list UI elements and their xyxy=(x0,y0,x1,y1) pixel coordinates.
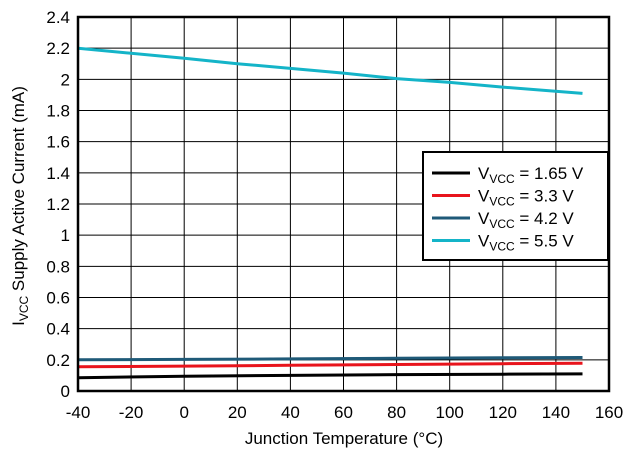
y-tick-labels: 0 0.2 0.4 0.6 0.8 1 1.2 1.4 1.6 1.8 2 2.2 2.4 xyxy=(46,8,70,401)
y-tick-label: 0.8 xyxy=(46,257,70,276)
legend-label-sub: VCC xyxy=(489,217,515,231)
y-tick-label: 1.4 xyxy=(46,164,70,183)
y-axis-title-main: I xyxy=(9,321,28,326)
x-tick-label: 120 xyxy=(489,403,517,422)
legend-label-rest: = 4.2 V xyxy=(515,209,575,228)
y-axis-title-rest: Supply Active Current (mA) xyxy=(9,86,28,296)
legend-entry-1: VVCC = 1.65 V xyxy=(478,164,584,186)
y-tick-label: 0.6 xyxy=(46,289,70,308)
x-tick-label: 100 xyxy=(436,403,464,422)
legend-label-main: V xyxy=(478,209,490,228)
legend-label-main: V xyxy=(478,164,490,183)
series-lines xyxy=(77,46,583,380)
series-line-2 xyxy=(77,361,583,369)
y-axis-title-sub: VCC xyxy=(17,296,31,322)
series-line-1 xyxy=(77,372,583,380)
legend-label-rest: = 3.3 V xyxy=(515,187,575,206)
x-tick-label: -40 xyxy=(66,403,91,422)
x-tick-label: 20 xyxy=(228,403,247,422)
y-tick-label: 0.2 xyxy=(46,351,70,370)
x-axis-title: Junction Temperature (°C) xyxy=(245,429,443,448)
y-axis-title: IVCC Supply Active Current (mA) xyxy=(9,86,31,326)
y-tick-label: 2.4 xyxy=(46,8,70,27)
y-tick-label: 0.4 xyxy=(46,320,70,339)
legend-entry-2: VVCC = 3.3 V xyxy=(478,187,574,209)
legend-label-sub: VCC xyxy=(489,172,515,186)
y-tick-label: 1.2 xyxy=(46,195,70,214)
y-tick-label: 1.6 xyxy=(46,133,70,152)
y-tick-label: 2.2 xyxy=(46,39,70,58)
y-tick-label: 1 xyxy=(61,226,70,245)
y-tick-label: 2 xyxy=(61,70,70,89)
y-tick-label: 1.8 xyxy=(46,102,70,121)
legend-label-rest: = 5.5 V xyxy=(515,232,575,251)
x-tick-label: 80 xyxy=(387,403,406,422)
legend-label-main: V xyxy=(478,232,490,251)
x-tick-labels: -40 -20 0 20 40 60 80 100 120 140 160 xyxy=(66,403,623,422)
series-line-4 xyxy=(77,46,583,95)
legend-entry-3: VVCC = 4.2 V xyxy=(478,209,574,231)
series-line-3 xyxy=(77,356,583,362)
x-tick-label: 40 xyxy=(281,403,300,422)
legend-entry-4: VVCC = 5.5 V xyxy=(478,232,574,254)
x-tick-label: 160 xyxy=(595,403,623,422)
legend-label-main: V xyxy=(478,187,490,206)
x-tick-label: 140 xyxy=(542,403,570,422)
y-tick-label: 0 xyxy=(61,382,70,401)
legend-label-sub: VCC xyxy=(489,240,515,254)
x-tick-label: -20 xyxy=(119,403,144,422)
legend-label-rest: = 1.65 V xyxy=(515,164,584,183)
x-tick-label: 0 xyxy=(179,403,188,422)
legend-label-sub: VCC xyxy=(489,195,515,209)
x-tick-label: 60 xyxy=(334,403,353,422)
